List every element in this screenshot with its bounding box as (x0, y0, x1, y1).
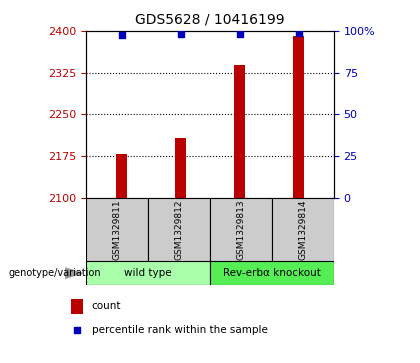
Text: genotype/variation: genotype/variation (8, 268, 101, 278)
Text: Rev-erbα knockout: Rev-erbα knockout (223, 268, 321, 278)
Bar (116, 154, 127, 198)
Bar (148, 198, 210, 261)
Text: GSM1329814: GSM1329814 (299, 199, 307, 260)
Text: GSM1329812: GSM1329812 (175, 199, 184, 260)
Bar (175, 138, 186, 198)
Bar (293, 36, 304, 198)
Text: GDS5628 / 10416199: GDS5628 / 10416199 (135, 13, 285, 27)
Bar (86, 198, 148, 261)
Bar (272, 198, 334, 261)
Point (118, 32, 125, 38)
Text: wild type: wild type (124, 268, 172, 278)
Text: count: count (92, 301, 121, 311)
Polygon shape (65, 267, 84, 279)
Text: percentile rank within the sample: percentile rank within the sample (92, 325, 268, 335)
Bar (71, 299, 83, 314)
Bar (86, 261, 210, 285)
Point (295, 30, 302, 36)
Point (177, 31, 184, 37)
Point (236, 31, 243, 37)
Text: GSM1329811: GSM1329811 (113, 199, 121, 260)
Bar (234, 65, 245, 198)
Point (74, 327, 80, 333)
Text: GSM1329813: GSM1329813 (236, 199, 245, 260)
Bar (210, 198, 272, 261)
Bar (210, 261, 334, 285)
